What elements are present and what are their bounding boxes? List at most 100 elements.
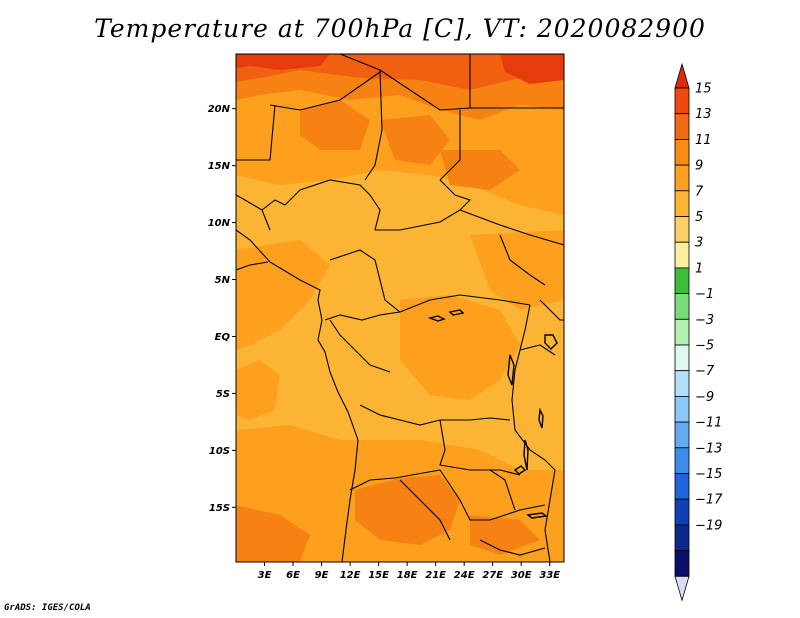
colorbar-segment <box>674 87 690 115</box>
lon-tick-label: 30E <box>511 570 532 581</box>
border-line <box>236 229 359 562</box>
lake-outline <box>513 465 527 475</box>
colorbar-label: −13 <box>695 441 722 456</box>
lat-tick-label: 5S <box>216 389 230 400</box>
colorbar-label: −9 <box>695 390 714 405</box>
border-line <box>439 469 546 521</box>
border-line <box>329 249 401 313</box>
lon-tick-label: 9E <box>315 570 329 581</box>
lat-tick-label: 15S <box>209 503 230 514</box>
colorbar-segment <box>674 395 690 423</box>
field-warm-sw <box>236 360 280 420</box>
field-hot-se <box>470 515 540 555</box>
border-line <box>261 189 301 211</box>
border-line <box>236 104 276 161</box>
lake-outline <box>507 354 515 386</box>
lon-tick-label: 12E <box>340 570 361 581</box>
colorbar-segment <box>674 421 690 449</box>
temperature-field <box>236 54 564 562</box>
lon-tick-label: 18E <box>397 570 418 581</box>
map-frame <box>235 53 565 563</box>
colorbar-segment <box>674 113 690 140</box>
border-line <box>399 479 451 541</box>
lake-outline <box>544 334 558 350</box>
border-line <box>364 69 383 181</box>
field-hot-sahara-west <box>300 100 370 150</box>
border-line <box>236 261 269 271</box>
colorbar-top-triangle <box>674 62 690 89</box>
field-warm-east <box>470 230 564 310</box>
border-line <box>439 110 461 181</box>
lon-tick-label: 33E <box>539 570 560 581</box>
lat-tick-label: EQ <box>215 332 231 343</box>
lat-tick-label: 15N <box>208 161 231 172</box>
colorbar-segment <box>674 447 690 474</box>
border-line <box>359 404 511 426</box>
border-line <box>511 304 531 431</box>
field-hottest-nw <box>236 54 330 70</box>
lake-outline <box>523 439 529 471</box>
border-line <box>339 54 471 111</box>
latitude-axis: 20N 15N 10N 5N EQ 5S 10S 15S <box>208 104 236 514</box>
colorbar-segment <box>674 190 690 217</box>
colorbar-bottom-triangle <box>674 575 690 602</box>
lon-tick-label: 24E <box>454 570 475 581</box>
border-line <box>519 344 556 356</box>
lon-tick-label: 3E <box>258 570 272 581</box>
lon-tick-label: 6E <box>286 570 300 581</box>
border-line <box>324 311 401 321</box>
border-line <box>539 299 564 321</box>
colorbar-label: 9 <box>695 159 703 174</box>
lat-tick-label: 5N <box>215 275 231 286</box>
colorbar-label: 3 <box>695 236 703 251</box>
border-line <box>489 469 516 511</box>
field-hot-sudan <box>380 115 450 165</box>
colorbar-segment <box>674 293 690 320</box>
colorbar-segment <box>674 138 690 166</box>
colorbar-label: −19 <box>695 518 722 533</box>
lake-outline <box>448 309 465 316</box>
border-line <box>329 319 391 373</box>
field-hot-kalahari <box>355 475 460 545</box>
colorbar-label: 1 <box>695 261 703 276</box>
colorbar-label: −3 <box>695 313 714 328</box>
lake-outline <box>526 512 548 519</box>
border-line <box>514 429 556 562</box>
lon-tick-label: 21E <box>425 570 446 581</box>
colorbar-segment <box>674 241 690 269</box>
field-hottest-ne <box>500 54 564 84</box>
lat-tick-label: 20N <box>208 104 231 115</box>
colorbar-segment <box>674 370 690 397</box>
colorbar-label: −5 <box>695 339 714 354</box>
colorbar-segment <box>674 498 690 526</box>
colorbar-segment <box>674 524 690 552</box>
lon-tick-label: 15E <box>368 570 389 581</box>
longitude-axis: 3E 6E 9E 12E 15E 18E 21E 24E 27E 30E 33E <box>258 562 560 581</box>
border-line <box>299 179 381 231</box>
colorbar-label: −7 <box>695 364 715 379</box>
colorbar-segment <box>674 216 690 243</box>
colorbar-segment <box>674 473 690 500</box>
lat-tick-label: 10N <box>208 218 231 229</box>
colorbar-segment <box>674 267 690 294</box>
colorbar-label: 5 <box>695 210 703 225</box>
colorbar-segment <box>674 318 690 346</box>
border-line <box>399 294 531 313</box>
border-line <box>236 194 271 231</box>
border-line <box>269 71 381 111</box>
colorbar-label: −15 <box>695 467 722 482</box>
colorbar-label: −11 <box>695 416 722 431</box>
field-warm-center <box>400 295 520 400</box>
credit-text: GrADS: IGES/COLA <box>4 603 91 613</box>
border-line <box>479 539 546 556</box>
colorbar-label: 13 <box>695 107 712 122</box>
border-line <box>349 469 441 491</box>
lon-tick-label: 27E <box>482 570 503 581</box>
border-line <box>459 209 564 246</box>
lat-tick-label: 10S <box>209 446 230 457</box>
country-borders <box>236 54 564 562</box>
chart-title: Temperature at 700hPa [C], VT: 202008290… <box>94 14 706 43</box>
border-line <box>439 419 521 476</box>
lake-outline <box>427 315 446 322</box>
